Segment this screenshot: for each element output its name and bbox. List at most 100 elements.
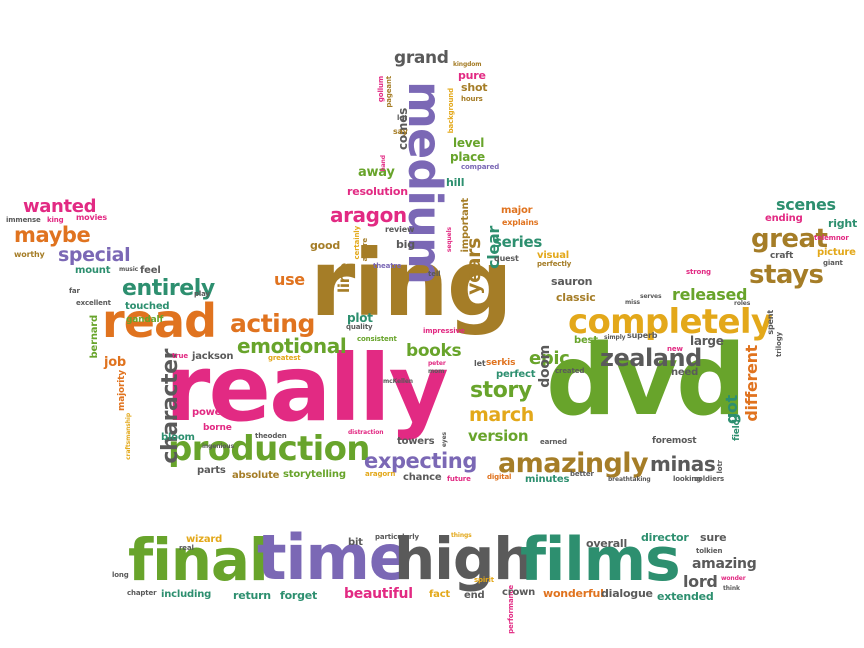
word-absolute: absolute [232,470,280,481]
word-quest: quest [494,254,519,263]
word-things: things [451,532,472,539]
word-lot: lot [397,114,408,122]
word-minutes: minutes [525,474,570,485]
word-fact: fact [429,589,451,600]
word-gandalf: gandalf [126,315,164,325]
word-digital: digital [487,473,512,481]
word-craft: craft [770,251,794,261]
word-wonderful: wonderful [543,587,604,600]
word-right: right [828,217,858,230]
word-bernard: bernard [89,315,100,359]
word-scenes: scenes [776,195,836,214]
word-good: good [310,239,340,252]
word-consistent: consistent [357,335,397,343]
word-dvd: dvd [546,324,746,438]
word-peter: peter [428,360,446,367]
word-visual: visual [537,250,569,261]
word-feel: feel [140,265,161,276]
word-theoden: theoden [255,432,287,440]
word-resolution: resolution [347,185,408,198]
word-serves: serves [640,293,662,300]
word-emotional: emotional [237,334,347,358]
word-best: best [574,335,598,346]
word-aragon: aragon [330,203,407,227]
word-sauron: sauron [551,275,593,288]
word-zealand: zealand [600,344,702,372]
word-worthy: worthy [14,250,45,259]
word-classic: classic [556,291,596,304]
word-released: released [672,285,748,304]
word-movies: movies [76,213,108,222]
word-miss: miss [625,299,640,306]
word-aware: aware [361,238,369,262]
word-eyes: eyes [441,432,448,448]
word-perfectly: perfectly [537,260,572,268]
word-end: end [464,590,485,601]
word-quality: quality [346,323,373,331]
word-kingdom: kingdom [453,61,482,68]
word-stays: stays [749,260,824,290]
word-tell: tell [428,270,441,278]
word-wanted: wanted [23,196,97,217]
word-away: away [358,165,395,180]
word-dialogue: dialogue [601,587,653,600]
word-final: final [128,526,269,594]
word-ending: ending [765,213,803,224]
word-theatre: theatre [373,262,402,270]
word-lord: lord [683,572,718,591]
word-hill: hill [446,176,465,189]
word-time: time [257,521,411,594]
word-majority: majority [117,370,127,411]
word-line: line [335,263,353,293]
word-superb: superb [627,331,658,340]
word-new: new [667,345,683,353]
word-wizard: wizard [186,534,223,545]
word-films: films [520,525,681,595]
word-really: really [165,335,449,442]
word-aragorn: aragorn [365,470,396,478]
word-entirely: entirely [122,276,215,301]
word-place: place [450,150,485,164]
word-read: read [102,294,217,348]
word-acting: acting [230,309,315,338]
word-lotr: lotr [716,460,724,474]
word-including: including [161,589,212,600]
word-background: background [447,88,455,134]
word-chance: chance [403,472,442,483]
word-plot: plot [347,311,373,325]
word-sure: sure [700,531,727,544]
word-king: king [47,216,64,224]
word-overall: overall [586,537,628,550]
word-level: level [453,136,485,150]
word-march: march [469,404,534,426]
word-fields: fields [732,414,742,441]
word-better: better [570,470,594,478]
word-use: use [274,270,305,289]
word-certainly: certainly [353,226,361,260]
word-ring: ring [310,230,513,337]
word-serkis: serkis [486,358,516,368]
word-special: special [58,244,131,266]
word-foremost: foremost [652,436,697,446]
word-director: director [641,531,689,544]
word-bit: bit [348,537,363,548]
word-earned: earned [540,438,567,446]
word-spirit: spirit [474,576,494,584]
word-amazingly: amazingly [498,448,649,479]
word-mount: mount [75,265,111,276]
word-let: let [474,359,486,368]
word-future: future [447,475,471,483]
word-series: series [493,233,542,251]
word-high: high [394,525,535,593]
word-trilogy: trilogy [775,332,783,357]
word-return: return [233,589,271,602]
word-immense: immense [6,216,41,224]
word-completely: completely [568,302,773,342]
word-pure: pure [458,69,486,82]
word-ingenious: ingenious [202,443,234,450]
word-picture: picture [817,247,856,258]
word-perfect: perfect [496,369,536,380]
word-beautiful: beautiful [344,586,413,602]
word-sequels: sequels [446,227,453,253]
